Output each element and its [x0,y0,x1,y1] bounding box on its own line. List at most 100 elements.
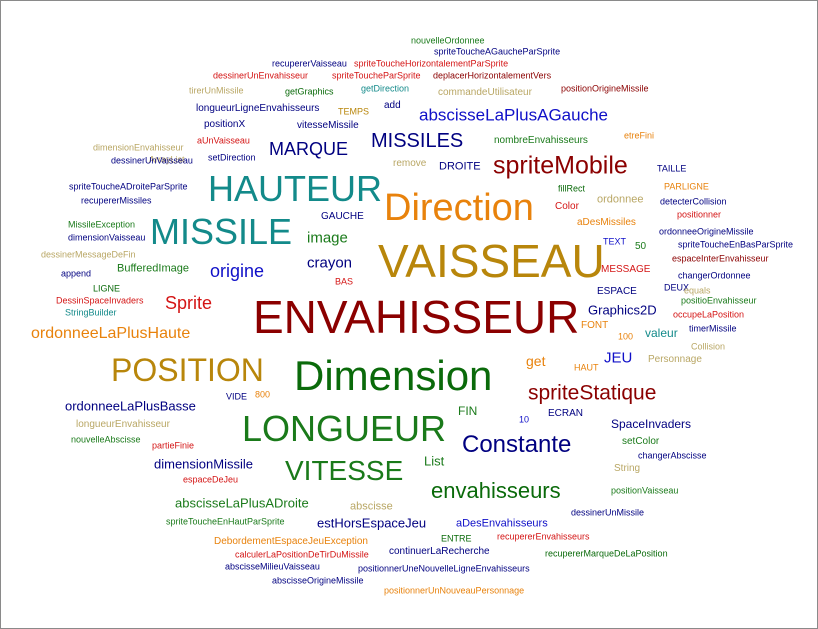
word: ArrayList [149,154,185,165]
word: origine [210,261,265,281]
word: recupererMarqueDeLaPosition [545,548,668,559]
word: positionOrigineMissile [561,83,649,94]
word: etreFini [624,130,655,141]
word: TEXT [603,236,627,247]
word: recupererMissiles [81,195,152,206]
word: MISSILES [371,130,464,152]
word: abscisseLaPlusAGauche [419,105,609,125]
word: ordonneeLaPlusHaute [31,325,191,342]
word: image [307,229,348,247]
word: abscisse [350,500,393,513]
word: MESSAGE [601,264,651,275]
word: setColor [622,436,660,447]
word: estHorsEspaceJeu [317,515,427,531]
word: Dimension [294,352,493,399]
word: dessinerUnEnvahisseur [213,70,309,81]
word: dimensionEnvahisseur [93,142,184,153]
word: longueurEnvahisseur [76,419,170,430]
word: VAISSEAU [378,235,605,287]
word: abscisseOrigineMissile [272,575,364,586]
word: Color [555,201,579,212]
word: DROITE [439,160,481,173]
word: dimensionMissile [154,456,253,472]
word: aDesEnvahisseurs [456,517,548,530]
word: add [384,100,401,111]
word: ENVAHISSEUR [253,291,580,343]
word: continuerLaRecherche [389,546,490,557]
word: List [424,453,445,469]
word: Graphics2D [588,302,657,318]
word: FONT [581,320,609,331]
word: remove [393,158,427,169]
word: spriteToucheHorizontalementParSprite [354,58,509,69]
word: spriteToucheParSprite [332,70,421,81]
word: fillRect [558,183,586,194]
word: positionner [677,209,722,220]
word: deplacerHorizontalementVers [433,70,552,81]
word: VITESSE [285,455,404,486]
word: ordonneeOrigineMissile [659,226,754,237]
word: StringBuilder [65,307,117,318]
word: FIN [458,404,478,418]
word: 10 [519,414,530,425]
word: occupeLaPosition [673,309,745,320]
word: nombreEnvahisseurs [494,135,588,146]
word: changerOrdonnee [678,270,751,281]
word: Direction [384,187,534,229]
word: HAUT [574,362,599,373]
word: spriteStatique [528,381,657,405]
word: DebordementEspaceJeuException [214,536,368,547]
word: GAUCHE [321,211,364,222]
word: 50 [635,241,647,252]
word: tirerUnMissile [189,85,244,96]
word: abscisseMilieuVaisseau [225,561,320,572]
word: getDirection [361,83,410,94]
word: espaceDeJeu [183,474,239,485]
word: LONGUEUR [242,408,447,449]
word: getGraphics [285,86,334,97]
word: espaceInterEnvahisseur [672,253,769,264]
word: recupererVaisseau [272,58,347,69]
word: positionVaisseau [611,485,679,496]
word: nouvelleOrdonnee [411,35,485,46]
word: recupererEnvahisseurs [497,531,590,542]
word: positionnerUneNouvelleLigneEnvahisseurs [358,563,530,574]
word: detecterCollision [660,196,727,207]
word: dessinerUnVaisseau [111,155,193,166]
word: valeur [645,326,678,340]
word: abscisseLaPlusADroite [175,495,309,511]
word: LIGNE [93,283,121,294]
word: positioEnvahisseur [681,295,757,306]
word: MISSILE [150,211,293,252]
word: equals [684,285,711,296]
word: DEUX [664,282,690,293]
word: BufferedImage [117,262,189,275]
word: ECRAN [548,408,584,419]
word: positionnerUnNouveauPersonnage [384,585,525,596]
word: get [526,353,546,369]
word: HAUTEUR [208,168,383,209]
word: PARLIGNE [664,181,709,192]
word: spriteMobile [493,151,628,180]
word: positionX [204,119,246,130]
word: commandeUtilisateur [438,87,532,98]
word: dessinerMessageDeFin [41,249,136,260]
word: timerMissile [689,323,737,334]
word: aUnVaisseau [197,135,250,146]
word: MARQUE [269,139,349,159]
word: setDirection [208,152,256,163]
word: spriteToucheAGaucheParSprite [434,46,561,57]
word: aDesMissiles [577,217,636,228]
word: spriteToucheEnHautParSprite [166,516,285,527]
word: crayon [307,254,353,272]
word: ESPACE [597,286,637,297]
word: calculerLaPositionDeTirDuMissile [235,549,369,560]
word: Collision [691,341,726,352]
word: POSITION [111,352,264,388]
word: nouvelleAbscisse [71,434,141,445]
word: ENTRE [441,533,472,544]
word: spriteToucheEnBasParSprite [678,239,794,250]
word: partieFinie [152,440,195,451]
word: ordonneeLaPlusBasse [65,398,196,414]
